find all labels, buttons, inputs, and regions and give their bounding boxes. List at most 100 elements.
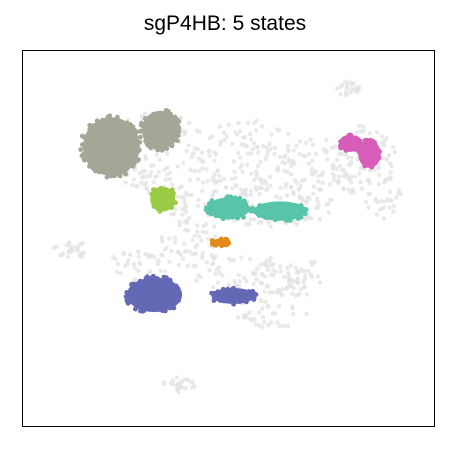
- background-point: [215, 280, 221, 285]
- background-point: [211, 285, 216, 290]
- state-3-point: [208, 211, 214, 217]
- background-point: [192, 384, 197, 389]
- background-point: [259, 281, 265, 286]
- state-1-point: [94, 141, 100, 147]
- background-point: [302, 269, 307, 274]
- state-3-point: [265, 203, 271, 209]
- background-point: [359, 186, 364, 191]
- background-point: [303, 273, 308, 279]
- background-point: [173, 207, 178, 212]
- background-point: [259, 299, 264, 304]
- background-point: [382, 180, 387, 185]
- background-point: [263, 156, 269, 162]
- background-point: [167, 177, 173, 182]
- background-point: [266, 323, 271, 328]
- background-point: [263, 299, 268, 304]
- background-point: [295, 276, 301, 281]
- state-1-point: [82, 157, 87, 163]
- background-point: [183, 228, 188, 233]
- state-3-point: [273, 216, 279, 222]
- background-point: [338, 92, 343, 97]
- background-point: [297, 152, 302, 157]
- background-point: [169, 212, 174, 217]
- background-point: [387, 189, 393, 195]
- background-point: [269, 320, 274, 325]
- state-6-point: [166, 278, 171, 284]
- background-point: [169, 249, 174, 254]
- background-point: [192, 169, 197, 174]
- state-1-point: [78, 147, 84, 153]
- state-6-point: [145, 301, 151, 307]
- state-1-point: [159, 131, 165, 136]
- state-1-point: [104, 139, 110, 145]
- state-1-point: [107, 113, 113, 119]
- state-6-point: [172, 283, 178, 289]
- background-point: [185, 192, 191, 197]
- background-point: [207, 268, 212, 273]
- state-6-point: [136, 283, 142, 289]
- state-1-point: [165, 127, 170, 133]
- state-6-point: [132, 291, 138, 296]
- background-point: [163, 269, 168, 274]
- background-point: [189, 192, 194, 198]
- state-3-point: [219, 200, 225, 206]
- background-point: [185, 378, 190, 383]
- state-1-point: [138, 128, 143, 134]
- state-3-point: [281, 210, 287, 216]
- background-point: [115, 261, 121, 267]
- state-2-point: [169, 187, 175, 193]
- state-6-point: [133, 306, 138, 312]
- background-point: [207, 153, 212, 158]
- background-point: [198, 274, 203, 280]
- background-point: [141, 174, 147, 179]
- background-point: [273, 269, 278, 274]
- background-point: [167, 236, 172, 241]
- state-3-point: [209, 198, 215, 204]
- background-point: [285, 143, 291, 148]
- background-point: [231, 159, 237, 164]
- background-point: [291, 148, 296, 153]
- state-3-point: [232, 195, 238, 201]
- background-point: [250, 146, 256, 152]
- background-point: [65, 254, 71, 260]
- state-6-point: [244, 299, 249, 305]
- background-point: [69, 244, 75, 250]
- background-point: [215, 169, 220, 174]
- state-6-point: [246, 295, 252, 301]
- state-6-point: [152, 280, 158, 286]
- background-point: [236, 150, 241, 156]
- state-6-point: [124, 298, 130, 303]
- state-6-point: [172, 294, 178, 300]
- background-point: [200, 229, 205, 235]
- background-point: [332, 144, 337, 149]
- background-point: [147, 254, 152, 260]
- state-1-point: [129, 151, 135, 157]
- state-2-point: [165, 198, 171, 203]
- background-point: [217, 173, 222, 179]
- background-point: [339, 167, 344, 173]
- background-point: [354, 129, 360, 135]
- background-point: [297, 194, 302, 199]
- state-1-point: [128, 160, 134, 166]
- background-point: [381, 216, 387, 221]
- background-point: [258, 262, 263, 268]
- background-point: [237, 279, 242, 284]
- background-point: [289, 291, 295, 296]
- background-point: [163, 177, 168, 182]
- state-1-point: [108, 119, 114, 125]
- background-point: [272, 151, 277, 157]
- background-point: [278, 264, 283, 269]
- state-6-point: [142, 304, 148, 310]
- state-1-point: [117, 173, 123, 179]
- background-point: [278, 185, 283, 191]
- state-3-point: [213, 213, 219, 219]
- background-point: [288, 263, 294, 268]
- background-point: [378, 199, 384, 204]
- background-point: [176, 262, 182, 268]
- background-point: [343, 90, 349, 95]
- background-point: [233, 175, 238, 180]
- state-6-point: [220, 286, 226, 292]
- background-point: [309, 216, 314, 221]
- background-point: [268, 183, 273, 188]
- state-3-point: [288, 212, 293, 218]
